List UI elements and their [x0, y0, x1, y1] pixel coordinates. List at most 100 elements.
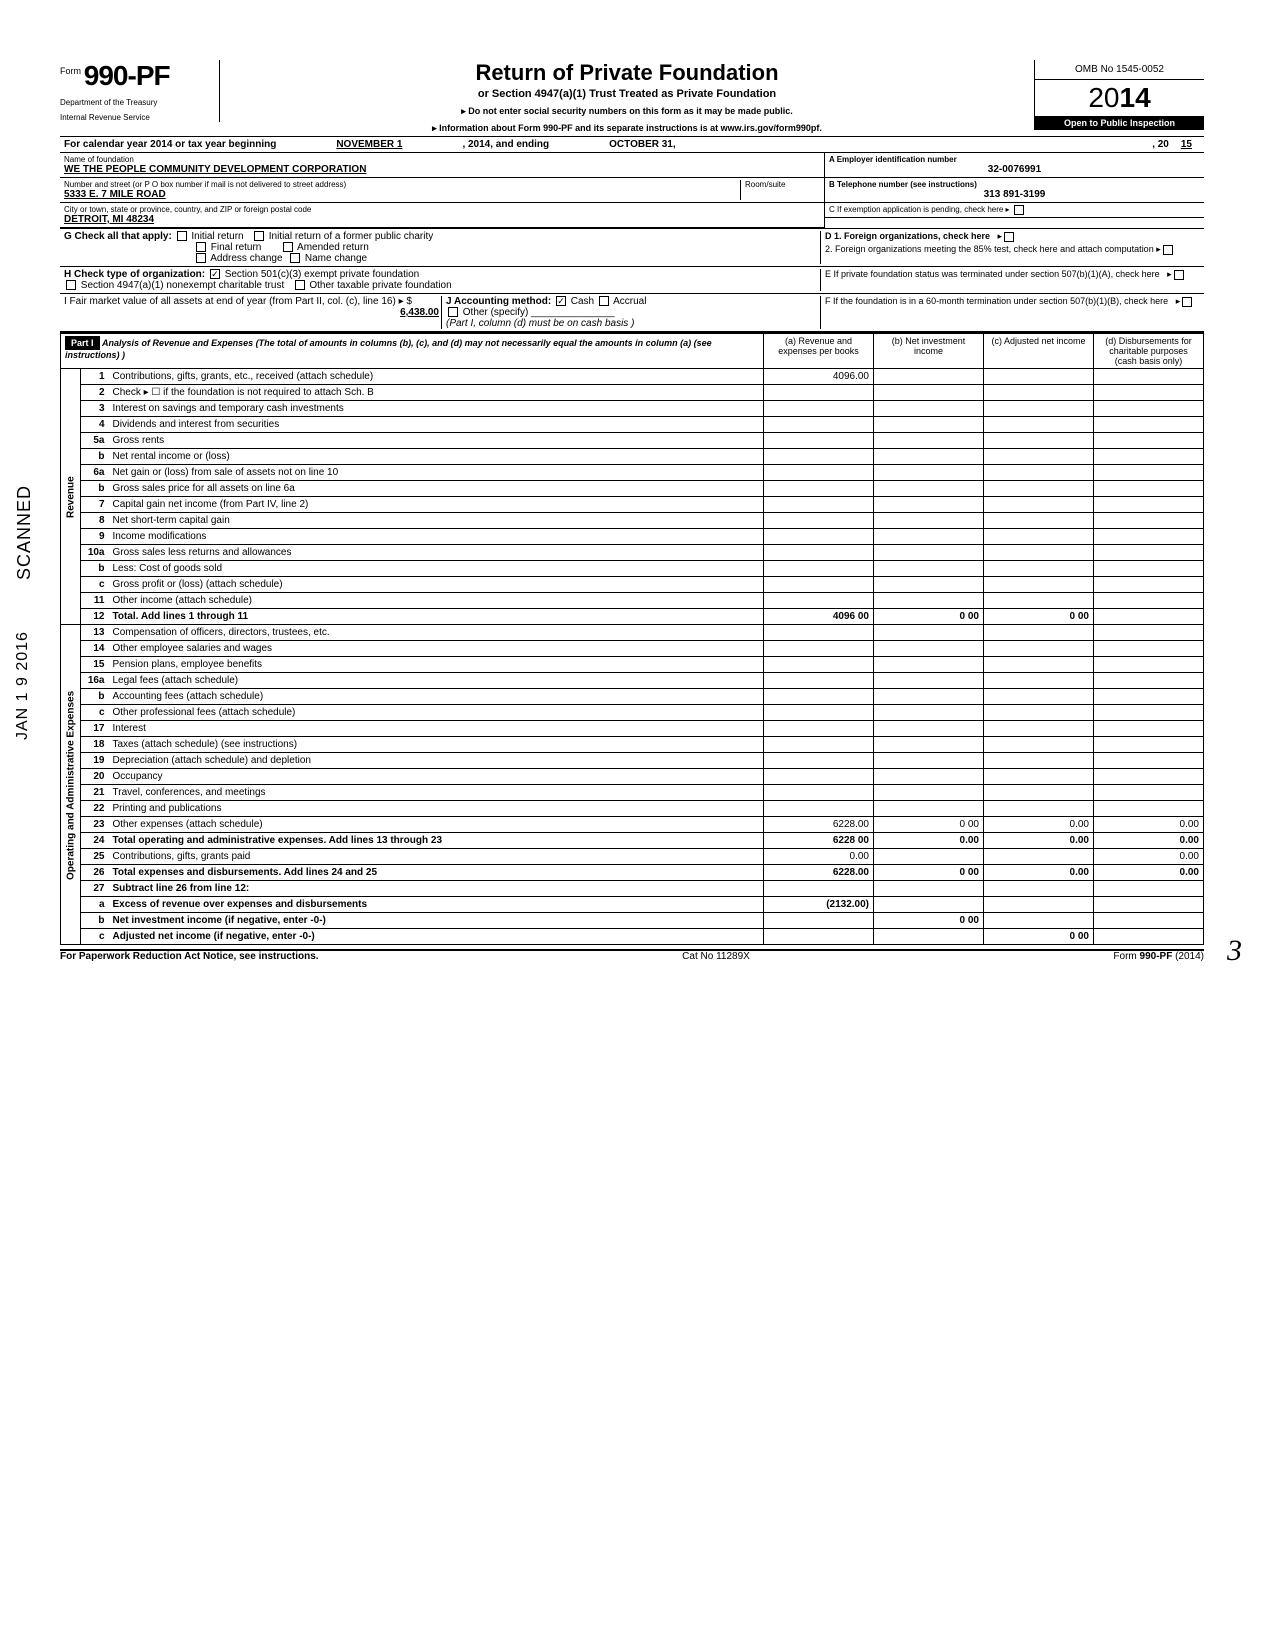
line-description: Taxes (attach schedule) (see instruction… [109, 737, 764, 753]
line-value [984, 369, 1094, 385]
f-checkbox[interactable] [1182, 297, 1192, 307]
i-value: 6,438.00 [400, 307, 439, 318]
form-number-cell: Form 990-PF Department of the Treasury I… [60, 60, 220, 122]
line-description: Pension plans, employee benefits [109, 657, 764, 673]
line-number: 14 [81, 641, 109, 657]
box-f: F If the foundation is in a 60-month ter… [820, 296, 1200, 329]
g-name-change-checkbox[interactable] [290, 253, 300, 263]
period-begin: NOVEMBER 1 [336, 139, 402, 150]
foundation-name: WE THE PEOPLE COMMUNITY DEVELOPMENT CORP… [64, 164, 820, 175]
line-value: 6228.00 [764, 817, 874, 833]
line-number: 1 [81, 369, 109, 385]
h-opt1: Section 501(c)(3) exempt private foundat… [225, 269, 420, 280]
line-value [874, 545, 984, 561]
h-other-checkbox[interactable] [295, 280, 305, 290]
table-row: bAccounting fees (attach schedule) [61, 689, 1204, 705]
c-checkbox[interactable] [1014, 205, 1024, 215]
table-row: Revenue1Contributions, gifts, grants, et… [61, 369, 1204, 385]
line-value [874, 657, 984, 673]
section-g-d: G Check all that apply: Initial return I… [60, 228, 1204, 266]
line-number: a [81, 897, 109, 913]
line-value [1094, 529, 1204, 545]
line-description: Excess of revenue over expenses and disb… [109, 897, 764, 913]
line-value [764, 785, 874, 801]
expenses-side-label: Operating and Administrative Expenses [61, 625, 81, 945]
line-value: 0.00 [1094, 817, 1204, 833]
j-cash-checkbox[interactable]: ✓ [556, 296, 566, 306]
meta-left: Name of foundation WE THE PEOPLE COMMUNI… [60, 153, 824, 228]
line-value [1094, 641, 1204, 657]
line-description: Less: Cost of goods sold [109, 561, 764, 577]
instr-line1: ▸ Do not enter social security numbers o… [228, 106, 1026, 117]
line-number: 9 [81, 529, 109, 545]
part1-table: Part I Analysis of Revenue and Expenses … [60, 333, 1204, 945]
i-label: I Fair market value of all assets at end… [64, 296, 412, 307]
period-end-yr: 15 [1181, 139, 1192, 150]
line-value [874, 641, 984, 657]
line-value: 4096.00 [764, 369, 874, 385]
g-address-change-checkbox[interactable] [196, 253, 206, 263]
line-value [874, 385, 984, 401]
title-cell: Return of Private Foundation or Section … [220, 60, 1034, 134]
line-description: Subtract line 26 from line 12: [109, 881, 764, 897]
line-value [764, 545, 874, 561]
table-row: bNet rental income or (loss) [61, 449, 1204, 465]
h-501c3-checkbox[interactable]: ✓ [210, 269, 220, 279]
period-mid: , 2014, and ending [462, 139, 549, 150]
received-date-stamp: JAN 1 9 2016 [14, 631, 32, 740]
line-number: 10a [81, 545, 109, 561]
line-number: c [81, 577, 109, 593]
line-value [984, 497, 1094, 513]
g-former-charity-checkbox[interactable] [254, 231, 264, 241]
year-suffix: 14 [1120, 82, 1151, 113]
g-amended-checkbox[interactable] [283, 242, 293, 252]
f-label: F If the foundation is in a 60-month ter… [825, 296, 1168, 306]
table-row: cGross profit or (loss) (attach schedule… [61, 577, 1204, 593]
h-4947-checkbox[interactable] [66, 280, 76, 290]
table-row: 8Net short-term capital gain [61, 513, 1204, 529]
form-number: 990-PF [84, 60, 170, 91]
line-number: 23 [81, 817, 109, 833]
table-row: 24Total operating and administrative exp… [61, 833, 1204, 849]
meta-right: A Employer identification number 32-0076… [824, 153, 1204, 228]
box-e: E If private foundation status was termi… [820, 269, 1200, 291]
main-title: Return of Private Foundation [228, 60, 1026, 86]
line-value [874, 401, 984, 417]
j-other-checkbox[interactable] [448, 307, 458, 317]
g-opt2: Final return [211, 242, 262, 253]
line-value [984, 385, 1094, 401]
period-end-yr-prefix: , 20 [1152, 139, 1169, 150]
line-value [984, 417, 1094, 433]
line-description: Net short-term capital gain [109, 513, 764, 529]
d1-checkbox[interactable] [1004, 232, 1014, 242]
table-row: 15Pension plans, employee benefits [61, 657, 1204, 673]
e-checkbox[interactable] [1174, 270, 1184, 280]
line-value [764, 753, 874, 769]
j-accrual-checkbox[interactable] [599, 296, 609, 306]
line-value [1094, 449, 1204, 465]
line-number: 6a [81, 465, 109, 481]
line-value: 6228 00 [764, 833, 874, 849]
line-value [764, 705, 874, 721]
line-number: b [81, 689, 109, 705]
line-value [764, 529, 874, 545]
table-row: 18Taxes (attach schedule) (see instructi… [61, 737, 1204, 753]
line-value [984, 577, 1094, 593]
open-to-public: Open to Public Inspection [1035, 116, 1204, 130]
line-value [764, 417, 874, 433]
line-value [874, 529, 984, 545]
line-value [764, 913, 874, 929]
line-description: Accounting fees (attach schedule) [109, 689, 764, 705]
g-initial-return-checkbox[interactable] [177, 231, 187, 241]
table-row: 4Dividends and interest from securities [61, 417, 1204, 433]
line-value [1094, 897, 1204, 913]
line-description: Total. Add lines 1 through 11 [109, 609, 764, 625]
d2-checkbox[interactable] [1163, 245, 1173, 255]
line-description: Gross sales less returns and allowances [109, 545, 764, 561]
line-description: Occupancy [109, 769, 764, 785]
line-value [984, 545, 1094, 561]
g-final-return-checkbox[interactable] [196, 242, 206, 252]
line-value [1094, 593, 1204, 609]
line-value: 0 00 [984, 929, 1094, 945]
table-row: 25Contributions, gifts, grants paid0.000… [61, 849, 1204, 865]
